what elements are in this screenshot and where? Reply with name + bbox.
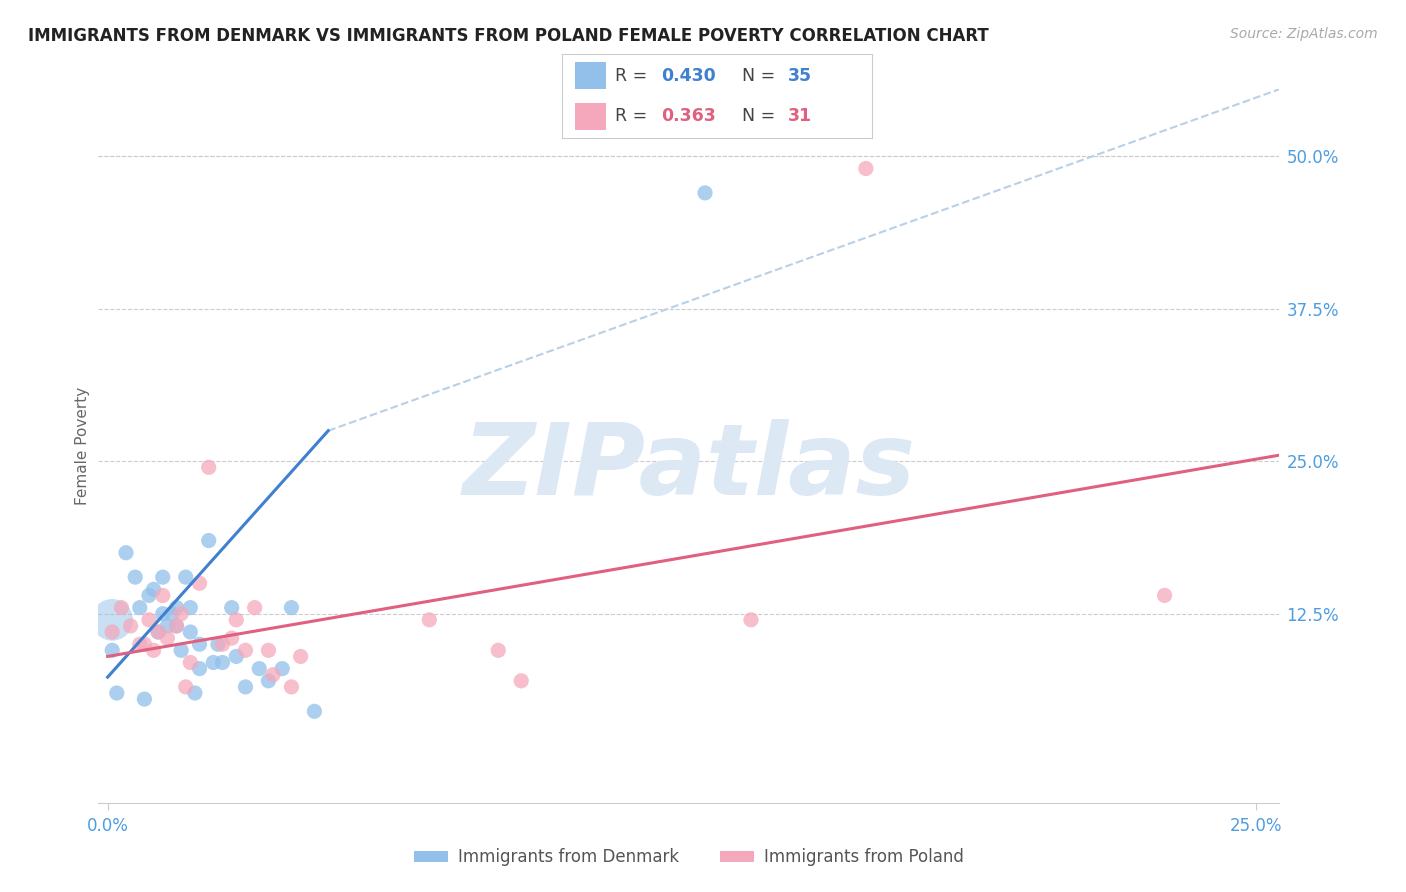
Point (225, 613, 247, 627)
FancyBboxPatch shape (575, 62, 606, 89)
Point (152, 589, 174, 603)
Point (235, 680, 257, 694)
Point (740, 613, 762, 627)
Point (138, 613, 160, 627)
Point (855, 161, 877, 176)
Point (304, 704, 326, 718)
Point (138, 589, 160, 603)
Point (211, 656, 233, 670)
Point (166, 600, 188, 615)
Text: 0.430: 0.430 (661, 67, 716, 85)
Point (257, 643, 280, 657)
Point (152, 570, 174, 584)
Point (188, 576, 211, 591)
Point (197, 533, 219, 548)
Point (146, 625, 169, 640)
Point (179, 625, 201, 640)
Point (152, 607, 174, 621)
Point (134, 637, 156, 651)
Point (486, 643, 509, 657)
Text: R =: R = (614, 67, 652, 85)
Text: IMMIGRANTS FROM DENMARK VS IMMIGRANTS FROM POLAND FEMALE POVERTY CORRELATION CHA: IMMIGRANTS FROM DENMARK VS IMMIGRANTS FR… (28, 27, 988, 45)
Point (101, 643, 124, 657)
Point (188, 637, 211, 651)
Point (290, 649, 312, 664)
Point (156, 619, 179, 633)
Point (166, 619, 188, 633)
Point (271, 662, 294, 676)
Point (280, 680, 302, 694)
Text: Source: ZipAtlas.com: Source: ZipAtlas.com (1230, 27, 1378, 41)
Text: 31: 31 (789, 107, 813, 125)
Point (207, 637, 229, 651)
Point (170, 643, 193, 657)
Point (146, 625, 169, 640)
Text: 0.363: 0.363 (661, 107, 716, 125)
Text: R =: R = (614, 107, 652, 125)
Y-axis label: Female Poverty: Female Poverty (75, 387, 90, 505)
Point (174, 680, 197, 694)
Point (115, 546, 138, 560)
Point (110, 600, 132, 615)
Text: N =: N = (742, 67, 780, 85)
Point (179, 656, 201, 670)
Point (166, 619, 188, 633)
Point (160, 607, 183, 621)
Point (128, 600, 150, 615)
Point (235, 643, 257, 657)
Point (221, 600, 243, 615)
Point (128, 637, 150, 651)
Point (156, 631, 179, 645)
Point (105, 686, 128, 700)
Point (120, 619, 142, 633)
Point (101, 613, 124, 627)
Point (142, 643, 165, 657)
Point (221, 631, 243, 645)
Point (124, 570, 146, 584)
Point (693, 186, 716, 200)
Text: 35: 35 (789, 67, 813, 85)
Point (225, 649, 247, 664)
Point (170, 607, 193, 621)
Point (174, 570, 197, 584)
Point (101, 625, 124, 640)
Point (280, 600, 302, 615)
Point (1153, 589, 1175, 603)
Text: N =: N = (742, 107, 780, 125)
Point (179, 600, 201, 615)
Point (184, 686, 207, 700)
Point (211, 637, 233, 651)
Point (257, 673, 280, 688)
Point (262, 667, 284, 681)
Point (202, 656, 225, 670)
Point (188, 662, 211, 676)
FancyBboxPatch shape (575, 103, 606, 130)
Point (510, 673, 533, 688)
Point (243, 600, 266, 615)
Point (197, 460, 219, 475)
Point (418, 613, 440, 627)
Point (142, 582, 165, 597)
Text: ZIPatlas: ZIPatlas (463, 419, 915, 516)
Point (247, 662, 270, 676)
Point (134, 692, 156, 706)
Legend: Immigrants from Denmark, Immigrants from Poland: Immigrants from Denmark, Immigrants from… (408, 842, 970, 873)
